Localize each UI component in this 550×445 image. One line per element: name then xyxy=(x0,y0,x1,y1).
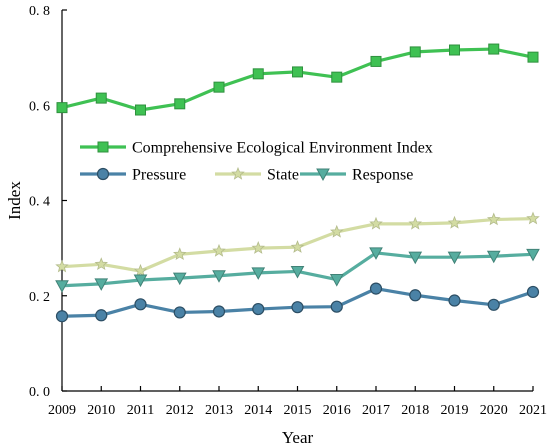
data-point xyxy=(331,71,343,83)
data-point xyxy=(252,68,264,80)
data-point xyxy=(212,270,226,283)
data-point xyxy=(56,102,68,114)
legend-marker xyxy=(97,141,109,153)
data-point xyxy=(369,282,383,295)
data-point xyxy=(251,267,266,280)
data-point xyxy=(526,211,540,225)
legend-item: State xyxy=(215,167,299,184)
data-point xyxy=(369,216,383,230)
data-point xyxy=(408,216,423,230)
data-point xyxy=(95,309,108,322)
x-tick-label: 2016 xyxy=(323,403,351,418)
data-point xyxy=(94,278,109,291)
series-line xyxy=(61,47,534,112)
series-2 xyxy=(55,211,540,277)
x-tick-label: 2021 xyxy=(519,403,547,418)
x-tick-label: 2018 xyxy=(401,403,429,418)
data-point xyxy=(55,280,69,293)
data-point xyxy=(447,215,462,229)
y-tick-label: 0. 4 xyxy=(29,195,50,210)
series-1 xyxy=(55,282,540,323)
data-point xyxy=(290,240,305,253)
data-point xyxy=(370,55,382,67)
data-point xyxy=(55,310,69,323)
data-point xyxy=(526,248,540,262)
data-point xyxy=(369,247,383,260)
data-point xyxy=(409,46,421,58)
data-point xyxy=(174,98,186,110)
data-point xyxy=(252,302,265,316)
x-axis-title: Year xyxy=(282,428,314,445)
x-tick-label: 2019 xyxy=(441,403,469,418)
y-axis-title: Index xyxy=(5,181,24,220)
series-0 xyxy=(56,43,539,116)
legend-label: Pressure xyxy=(132,167,186,184)
series-3 xyxy=(55,247,540,293)
data-point xyxy=(173,306,186,319)
y-tick-label: 0. 8 xyxy=(29,4,50,19)
data-point xyxy=(251,241,266,254)
axes: 0. 0 0. 2 0. 4 0. 6 0. 8 2009 2010 2011 2012 2013… xyxy=(29,4,547,418)
data-point xyxy=(408,251,423,265)
data-point xyxy=(448,294,461,307)
y-tick-label: 0. 2 xyxy=(29,290,50,305)
legend-label: Response xyxy=(352,167,413,184)
data-point xyxy=(486,250,501,264)
legend-item: Pressure xyxy=(80,167,186,184)
data-point xyxy=(290,265,305,279)
x-tick-label: 2020 xyxy=(480,403,508,418)
data-point xyxy=(291,301,304,314)
legend-label: State xyxy=(267,167,299,184)
legend-item: Comprehensive Ecological Environment Ind… xyxy=(80,140,433,157)
data-point xyxy=(526,285,540,299)
data-point xyxy=(55,259,69,273)
legend: Comprehensive Ecological Environment Ind… xyxy=(80,140,433,184)
data-point xyxy=(409,289,422,302)
x-tick-label: 2013 xyxy=(205,403,233,418)
data-point xyxy=(133,274,148,288)
data-point xyxy=(488,43,500,55)
x-tick-label: 2009 xyxy=(48,403,76,418)
data-point xyxy=(449,44,460,56)
data-point xyxy=(94,257,109,271)
data-point xyxy=(213,81,225,93)
data-point xyxy=(329,224,344,238)
x-tick-label: 2012 xyxy=(166,403,194,418)
x-tick-label: 2017 xyxy=(362,403,390,418)
data-point xyxy=(447,251,462,265)
data-point xyxy=(292,66,303,78)
data-point xyxy=(135,104,146,116)
legend-marker xyxy=(316,168,330,182)
data-point xyxy=(212,305,226,318)
x-tick-label: 2011 xyxy=(127,403,154,418)
legend-marker xyxy=(231,166,245,180)
data-point xyxy=(330,300,343,313)
x-tick-label: 2010 xyxy=(87,403,115,418)
y-tick-label: 0. 6 xyxy=(29,99,50,114)
data-point xyxy=(487,298,500,311)
data-point xyxy=(172,247,187,261)
data-point xyxy=(329,274,344,287)
legend-item: Response xyxy=(300,167,413,184)
data-point xyxy=(486,212,501,226)
x-tick-label: 2015 xyxy=(284,403,312,418)
legend-label: Comprehensive Ecological Environment Ind… xyxy=(132,140,433,157)
x-tick-label: 2014 xyxy=(244,403,272,418)
legend-marker xyxy=(96,167,110,181)
data-point xyxy=(172,272,187,286)
y-tick-label: 0. 0 xyxy=(29,385,50,400)
data-point xyxy=(212,243,226,257)
series-layer xyxy=(55,43,540,323)
data-point xyxy=(527,51,539,63)
data-point xyxy=(134,298,147,311)
data-point xyxy=(133,263,148,277)
data-point xyxy=(95,92,107,104)
